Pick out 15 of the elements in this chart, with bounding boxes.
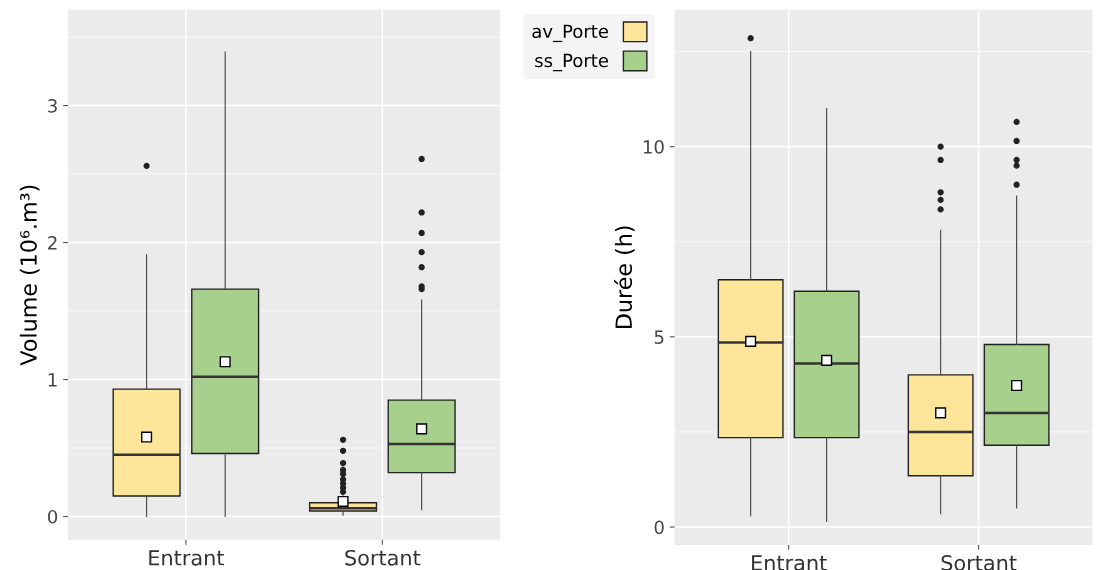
x-tick-label: Entrant	[752, 555, 827, 570]
x-tick-label: Entrant	[149, 550, 225, 566]
legend-label: ss_Porte	[535, 53, 609, 72]
x-tick-label: Sortant	[345, 549, 421, 566]
legend-label: av_Porte	[532, 24, 608, 43]
y-tick-label: 3	[48, 99, 57, 113]
y-tick-label: 0	[654, 520, 664, 535]
y-tick-label: 0	[47, 509, 58, 524]
y-tick-label: 10	[643, 140, 664, 154]
y-tick-label: 1	[48, 373, 57, 387]
y-tick-label: 2	[48, 236, 57, 250]
x-tick-label: Sortant	[941, 555, 1017, 570]
y-axis-title: Volume (10⁶.m³)	[19, 185, 40, 366]
y-tick-label: 5	[654, 330, 664, 344]
y-axis-title: Durée (h)	[614, 226, 635, 328]
